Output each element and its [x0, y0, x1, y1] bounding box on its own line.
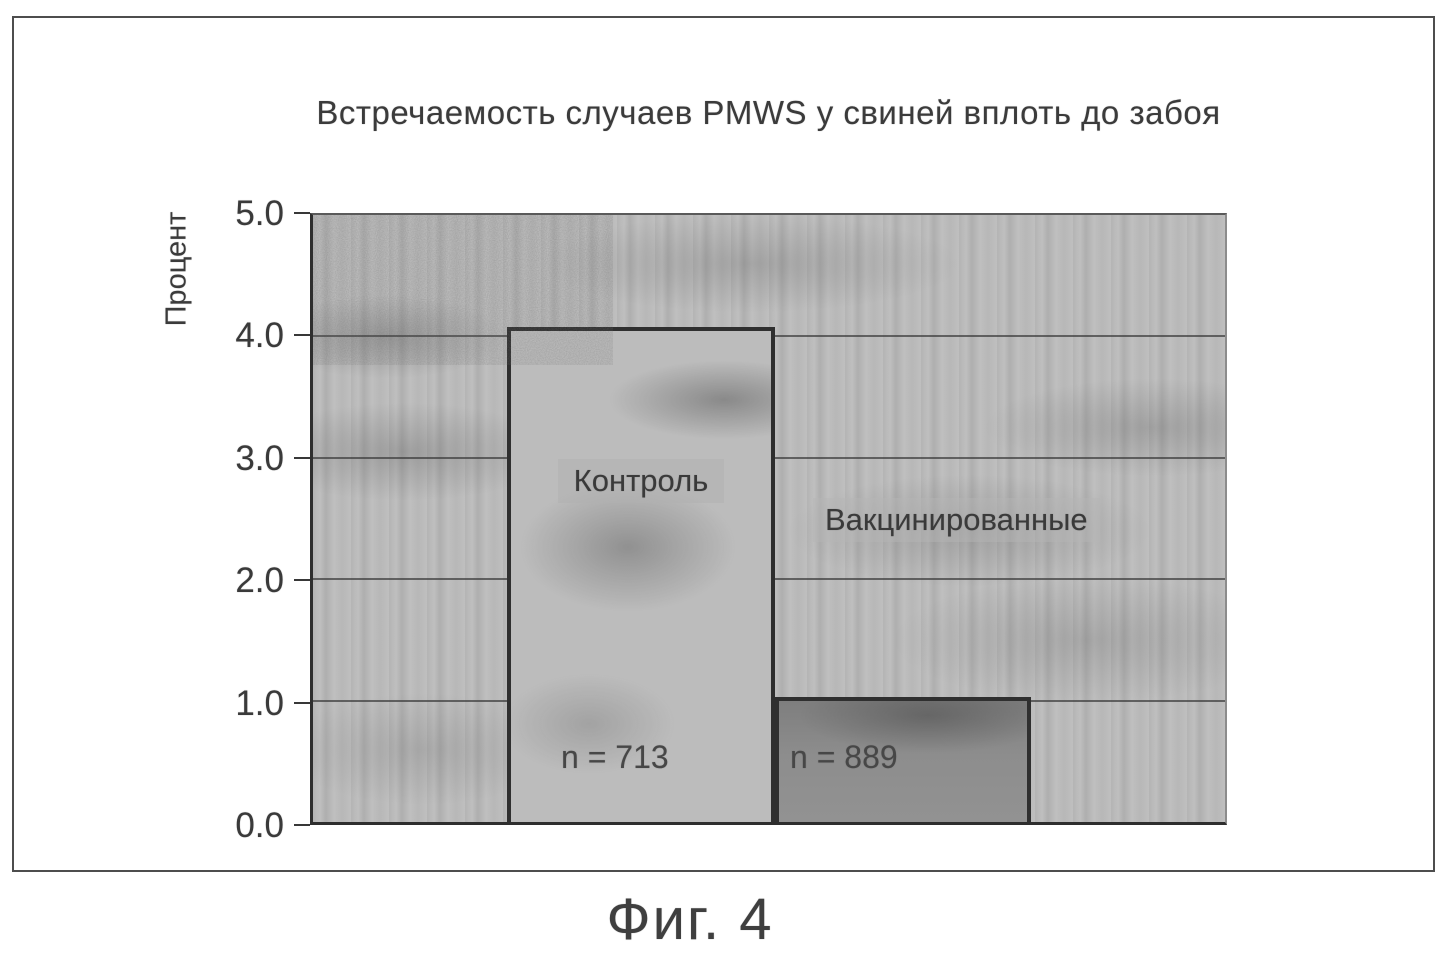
- y-tick-mark-4.0: [294, 334, 310, 337]
- bar-label-control: Контроль: [511, 458, 771, 503]
- y-tick-mark-0.0: [294, 824, 310, 826]
- plot-area: Контроль n = 713 n = 889 Вакцинированные: [310, 213, 1227, 825]
- sample-size-vaccinated: n = 889: [790, 739, 898, 775]
- y-tick-label-4.0: 4.0: [235, 316, 284, 356]
- y-axis-labels: 5.0 4.0 3.0 2.0 1.0 0.0: [196, 196, 284, 843]
- bar-vaccinated: n = 889: [775, 696, 1031, 822]
- y-tick-label-3.0: 3.0: [235, 438, 284, 478]
- figure-caption: Фиг. 4: [606, 887, 774, 952]
- bar-label-control-text: Контроль: [557, 458, 725, 503]
- bar-label-vaccinated: Вакцинированные: [813, 498, 1100, 542]
- y-tick-mark-2.0: [294, 579, 310, 582]
- chart-title: Встречаемость случаев PMWS у свиней впло…: [316, 94, 1221, 131]
- bar-control: Контроль n = 713: [507, 326, 775, 822]
- y-axis-title: Процент: [160, 211, 193, 327]
- y-tick-label-0.0: 0.0: [235, 806, 284, 845]
- y-tick-mark-5.0: [294, 212, 310, 214]
- sample-size-control: n = 713: [561, 739, 669, 775]
- y-tick-label-5.0: 5.0: [235, 194, 284, 233]
- y-tick-mark-3.0: [294, 456, 310, 459]
- y-tick-label-2.0: 2.0: [235, 561, 284, 601]
- y-tick-mark-1.0: [294, 701, 310, 704]
- y-tick-label-1.0: 1.0: [235, 683, 284, 723]
- y-axis-ticks: [294, 212, 310, 826]
- bar-label-vaccinated-text: Вакцинированные: [813, 498, 1100, 542]
